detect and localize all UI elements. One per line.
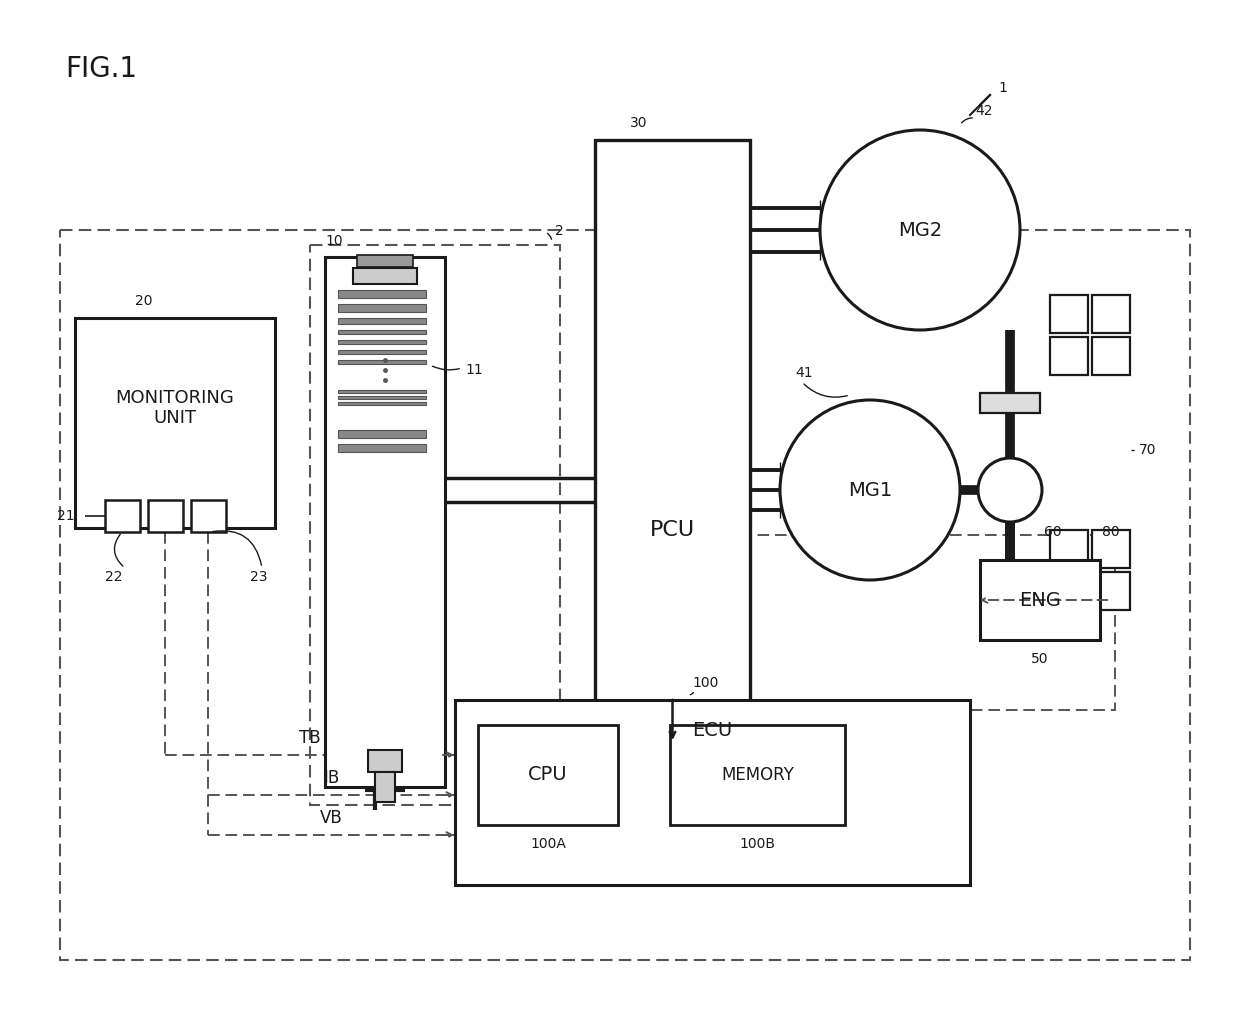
Bar <box>191 500 226 532</box>
Text: MONITORING
UNIT: MONITORING UNIT <box>115 389 234 428</box>
Text: 22: 22 <box>105 570 123 584</box>
Text: 2: 2 <box>556 224 564 238</box>
Text: 100B: 100B <box>739 837 775 851</box>
Text: 80: 80 <box>1102 525 1120 539</box>
Bar <box>980 560 1100 640</box>
Text: 50: 50 <box>1032 652 1049 666</box>
Bar <box>148 500 184 532</box>
Bar <box>105 500 140 532</box>
Text: VB: VB <box>320 809 343 827</box>
Bar <box>339 390 427 393</box>
Text: 42: 42 <box>975 104 992 118</box>
Text: 21: 21 <box>57 509 74 523</box>
Circle shape <box>820 130 1021 330</box>
Bar <box>1092 530 1130 568</box>
Text: ENG: ENG <box>1019 591 1061 609</box>
Text: PCU: PCU <box>650 520 696 540</box>
Text: MG2: MG2 <box>898 221 942 239</box>
Text: MEMORY: MEMORY <box>722 766 794 784</box>
Text: 1: 1 <box>998 81 1007 95</box>
Bar <box>74 318 275 528</box>
Bar <box>325 257 445 787</box>
Text: 10: 10 <box>325 234 342 248</box>
Bar <box>1050 572 1087 610</box>
Text: 11: 11 <box>465 363 482 377</box>
Bar <box>353 268 417 284</box>
Bar <box>339 318 427 324</box>
Text: TB: TB <box>299 729 321 747</box>
Text: IB: IB <box>324 769 340 787</box>
Text: 70: 70 <box>1140 443 1157 458</box>
Bar <box>1050 295 1087 333</box>
Circle shape <box>780 400 960 580</box>
Bar <box>374 772 396 802</box>
Bar <box>1050 337 1087 375</box>
Text: MG1: MG1 <box>848 480 892 499</box>
Bar <box>740 535 1115 710</box>
Text: ECU: ECU <box>692 721 733 739</box>
Bar <box>339 444 427 452</box>
Bar <box>357 255 413 267</box>
Bar <box>339 396 427 399</box>
Bar <box>339 402 427 405</box>
Text: CPU: CPU <box>528 765 568 785</box>
Text: FIG.1: FIG.1 <box>64 55 138 84</box>
Text: 20: 20 <box>135 294 153 308</box>
Bar <box>339 350 427 354</box>
Bar <box>1050 530 1087 568</box>
Bar <box>1092 572 1130 610</box>
Text: 41: 41 <box>795 366 812 380</box>
Bar <box>339 360 427 364</box>
Bar <box>339 304 427 312</box>
Bar <box>60 230 1190 960</box>
Text: 100A: 100A <box>529 837 565 851</box>
Text: 60: 60 <box>1044 525 1061 539</box>
Text: 100: 100 <box>692 676 719 690</box>
Bar <box>339 330 427 334</box>
Bar <box>310 245 560 805</box>
Bar <box>455 700 970 885</box>
Bar <box>339 290 427 298</box>
Text: 30: 30 <box>630 117 647 130</box>
Bar <box>670 725 844 825</box>
Bar <box>368 750 402 772</box>
Bar <box>1092 295 1130 333</box>
Bar <box>595 140 750 740</box>
Bar <box>339 340 427 344</box>
Bar <box>980 393 1040 413</box>
Bar <box>1092 337 1130 375</box>
Bar <box>477 725 618 825</box>
Bar <box>339 430 427 438</box>
Text: 23: 23 <box>250 570 268 584</box>
Circle shape <box>978 458 1042 522</box>
